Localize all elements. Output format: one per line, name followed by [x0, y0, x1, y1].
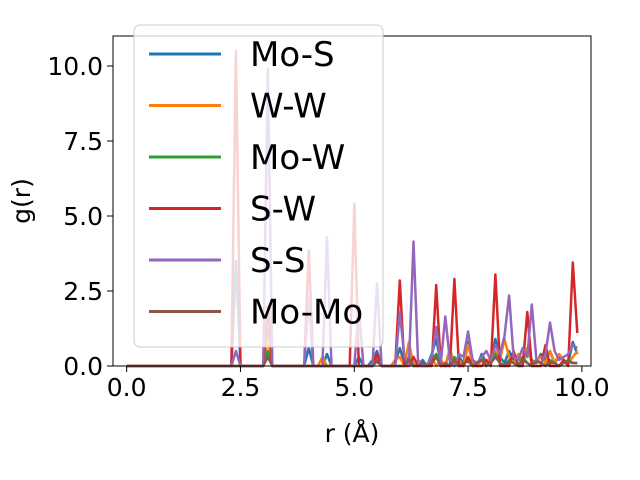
y-tick-label: 7.5: [63, 127, 103, 156]
y-tick-label: 2.5: [63, 277, 103, 306]
legend-label-mo-s: Mo-S: [250, 35, 335, 75]
y-tick-label: 5.0: [63, 202, 103, 231]
x-axis-label: r (Å): [325, 419, 380, 448]
x-tick-label: 0.0: [107, 373, 147, 402]
legend-label-w-w: W-W: [250, 87, 327, 127]
ticks-layer: 0.0 2.5 5.0 7.5 10.0 0.0 2.5 5.0 7.5 10.0: [47, 52, 609, 402]
x-tick-label: 7.5: [448, 373, 488, 402]
x-tick-label: 5.0: [334, 373, 374, 402]
y-tick-label: 10.0: [47, 52, 103, 81]
y-tick-label: 0.0: [63, 352, 103, 381]
legend-label-s-w: S-W: [250, 190, 316, 230]
legend-label-mo-mo: Mo-Mo: [250, 293, 363, 333]
legend-label-s-s: S-S: [250, 241, 305, 281]
x-tick-label: 2.5: [221, 373, 261, 402]
x-tick-label: 10.0: [554, 373, 610, 402]
legend: Mo-S W-W Mo-W S-W S-S Mo-Mo: [133, 24, 384, 348]
legend-label-mo-w: Mo-W: [250, 138, 345, 178]
series-line-mo-mo: [126, 355, 578, 368]
y-axis-label: g(r): [7, 178, 36, 224]
